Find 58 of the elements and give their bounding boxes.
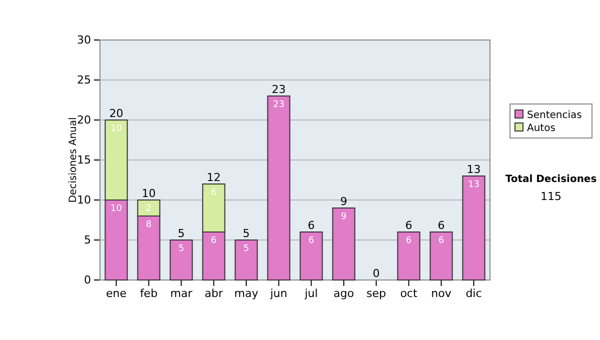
total-label: 6 xyxy=(438,219,445,232)
data-label: 5 xyxy=(243,244,250,254)
bar xyxy=(332,208,356,280)
bar xyxy=(462,176,486,280)
data-label: 13 xyxy=(468,180,480,190)
x-tick-label: may xyxy=(234,286,259,300)
y-axis-title: Decisiones Anual xyxy=(68,117,79,203)
bar xyxy=(300,232,323,280)
x-tick-label: dic xyxy=(466,286,482,300)
total-label: 5 xyxy=(178,227,185,240)
total-label: 10 xyxy=(142,187,156,200)
total-label: 6 xyxy=(308,219,315,232)
y-tick-label: 25 xyxy=(77,74,91,87)
data-label: 9 xyxy=(340,212,347,222)
total-label: 5 xyxy=(242,227,250,240)
total-label: 0 xyxy=(372,267,380,280)
y-tick-label: 10 xyxy=(77,194,91,207)
data-label: 6 xyxy=(406,236,412,246)
x-tick-label: mar xyxy=(170,286,193,300)
data-label: 6 xyxy=(438,236,444,246)
bar xyxy=(430,232,453,280)
legend-label: Autos xyxy=(527,123,556,134)
data-label: 6 xyxy=(210,236,217,246)
x-tick-label: oct xyxy=(400,286,418,300)
y-tick-label: 0 xyxy=(84,274,91,287)
bar xyxy=(170,240,193,280)
total-label: 6 xyxy=(405,219,412,232)
y-tick-label: 20 xyxy=(77,114,91,127)
y-tick-label: 5 xyxy=(84,234,91,247)
data-label: 6 xyxy=(210,188,217,198)
bar xyxy=(397,232,420,280)
data-label: 2 xyxy=(146,204,152,214)
legend-label: Sentencias xyxy=(527,110,582,121)
x-tick-label: feb xyxy=(140,286,158,300)
total-label: 20 xyxy=(109,107,124,120)
bar xyxy=(267,96,290,280)
x-tick-label: sep xyxy=(366,286,386,300)
x-tick-label: jul xyxy=(304,286,318,300)
x-tick-label: abr xyxy=(204,286,224,300)
total-label: 13 xyxy=(466,163,481,176)
y-tick-label: 15 xyxy=(77,154,91,167)
x-tick-label: nov xyxy=(431,286,452,300)
x-tick-label: ene xyxy=(106,286,127,300)
data-label: 10 xyxy=(110,204,122,214)
data-label: 23 xyxy=(273,100,284,110)
x-tick-label: jun xyxy=(269,286,288,300)
text: 115 xyxy=(540,190,562,203)
total-label: 12 xyxy=(206,171,221,184)
total-label: 23 xyxy=(272,83,286,96)
bar xyxy=(234,240,258,280)
data-label: 8 xyxy=(146,220,152,230)
data-label: 6 xyxy=(308,236,314,246)
x-tick-label: ago xyxy=(334,286,354,300)
total-label: 9 xyxy=(340,195,348,208)
data-label: 10 xyxy=(110,124,122,134)
text: Total Decisiones xyxy=(505,174,597,185)
data-label: 5 xyxy=(178,244,184,254)
y-tick-label: 30 xyxy=(77,34,91,47)
